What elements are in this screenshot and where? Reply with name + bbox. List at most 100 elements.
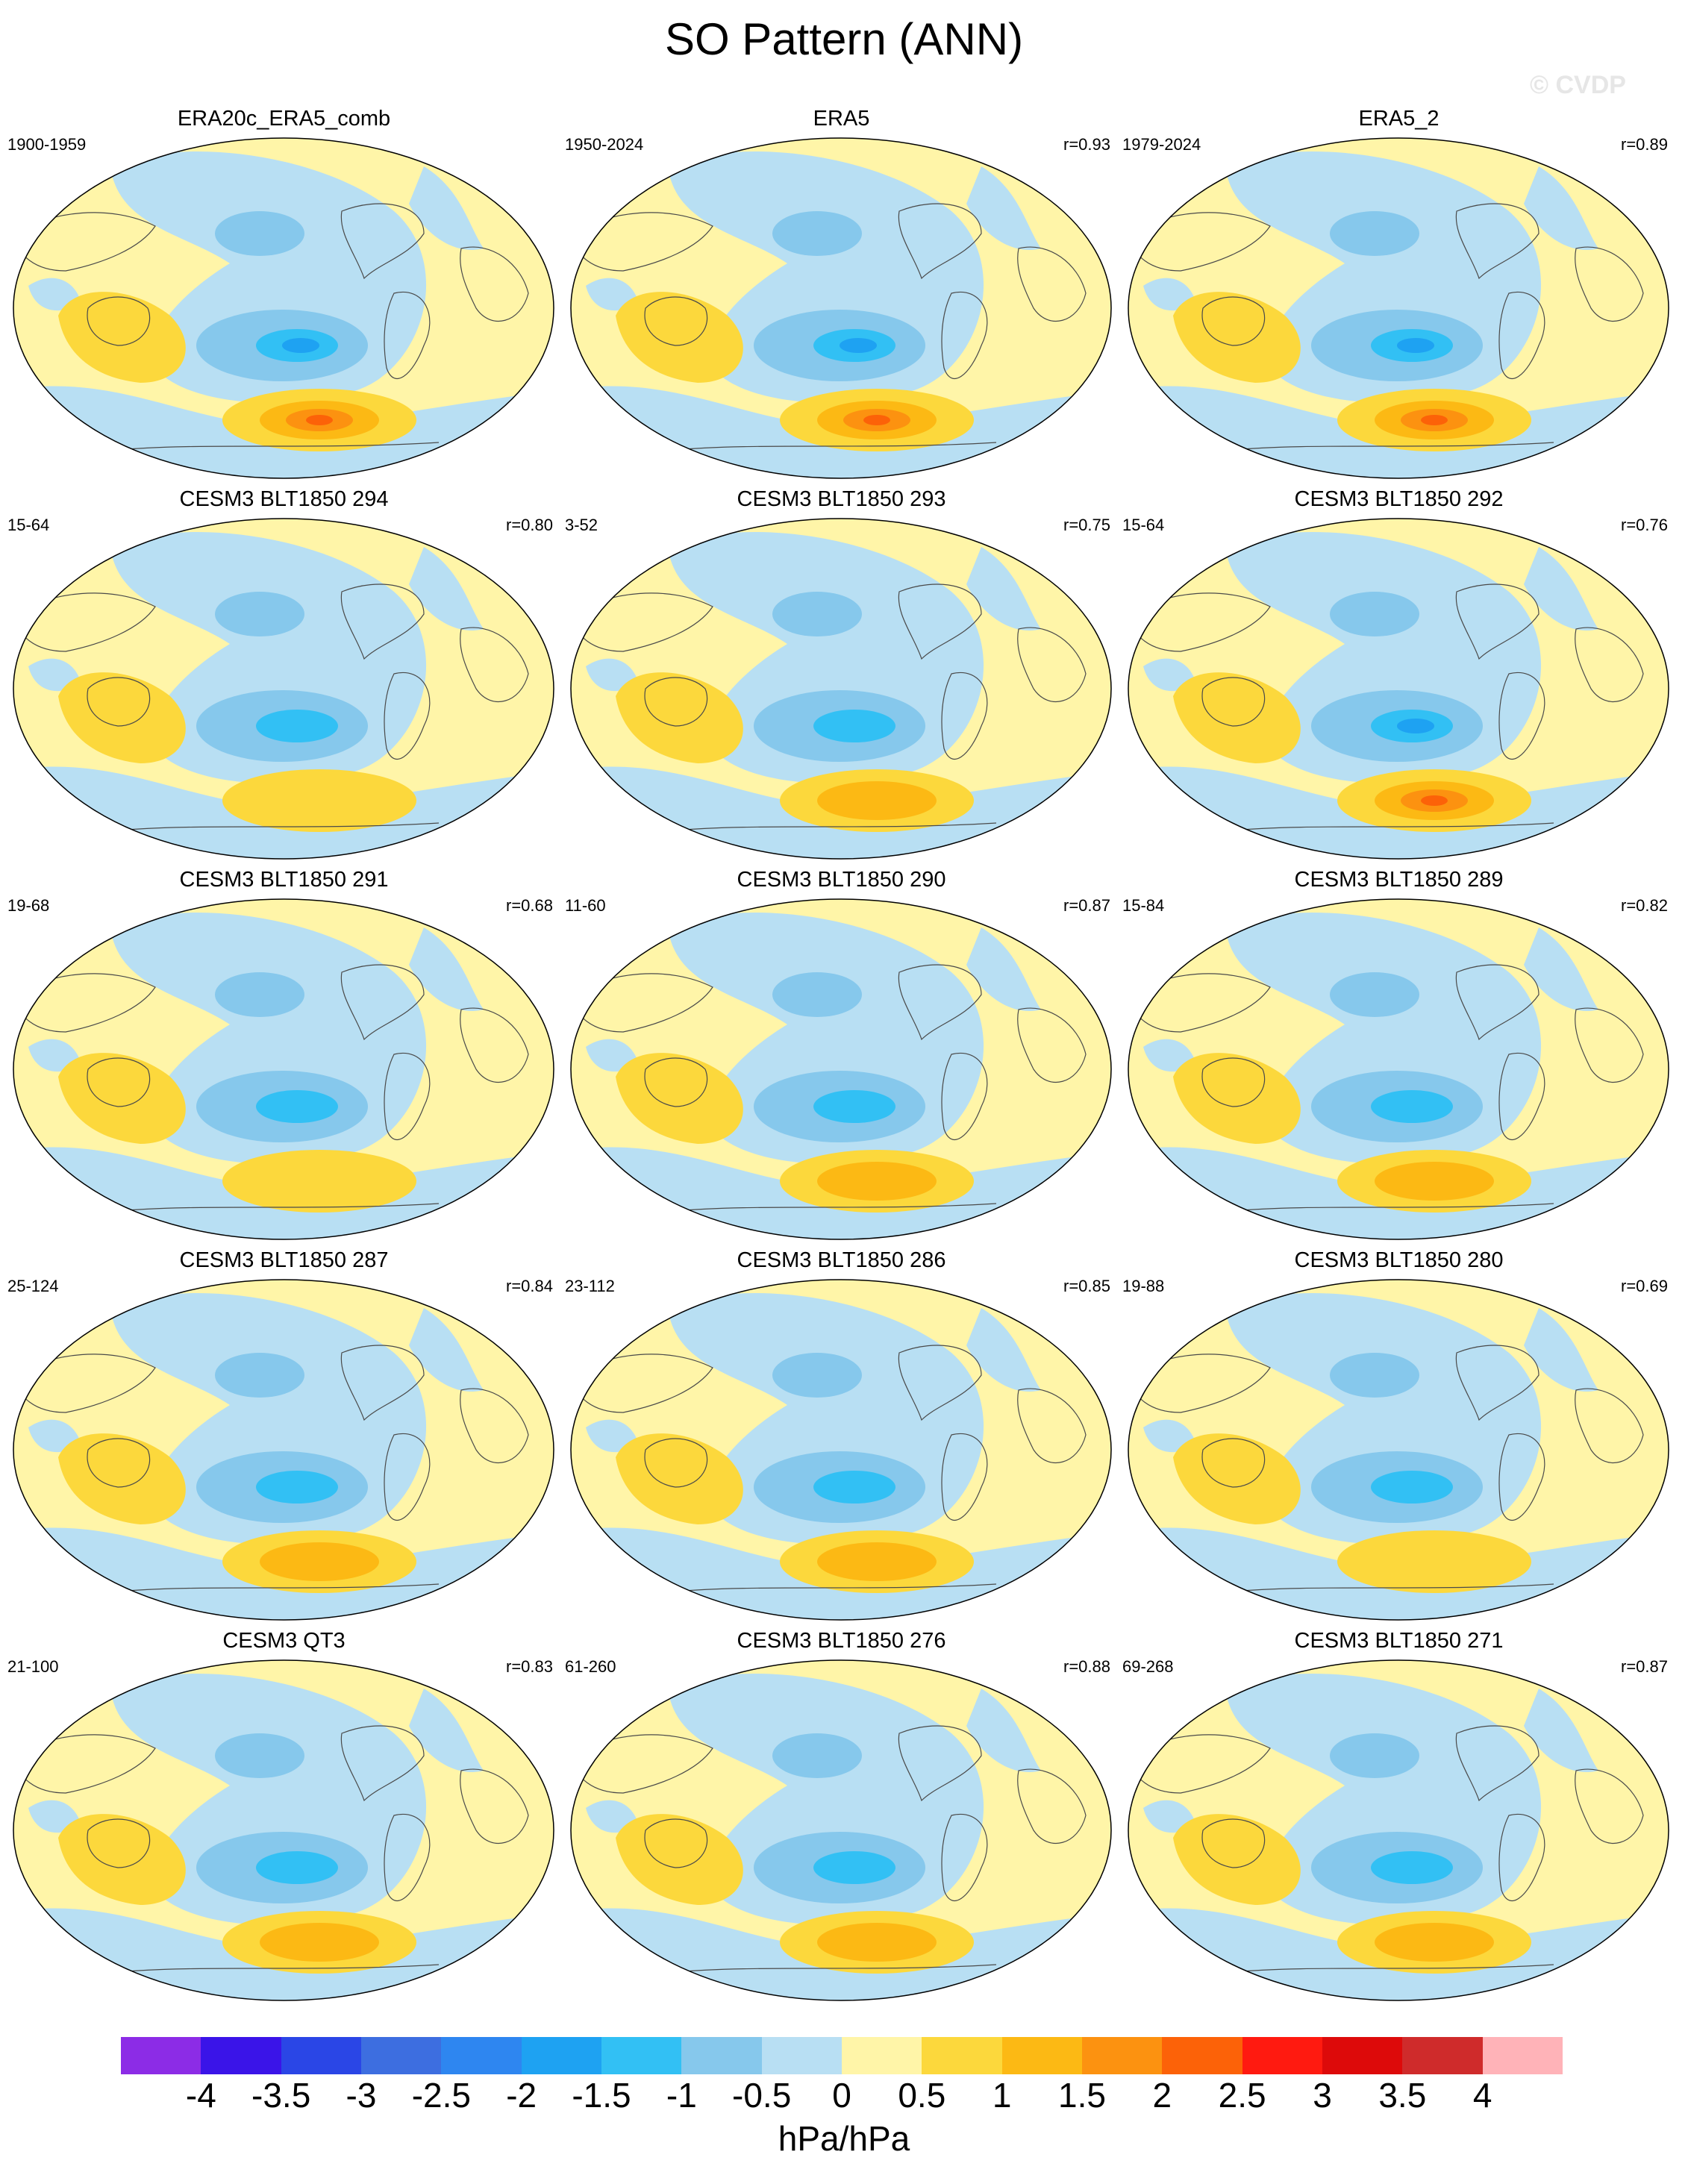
pattern-correlation: r=0.76	[1621, 516, 1668, 534]
colorbar-swatch	[121, 2037, 201, 2074]
colorbar-swatch	[1082, 2037, 1163, 2074]
panel-period: 15-84	[1122, 896, 1165, 915]
panel-title: CESM3 BLT1850 286	[737, 1248, 946, 1272]
panel-title: CESM3 BLT1850 276	[737, 1629, 946, 1653]
map-panel: CESM3 BLT1850 292 15-64 r=0.76	[1121, 487, 1677, 860]
panel-period: 11-60	[565, 896, 606, 915]
colorbar-tick-label: -0.5	[732, 2076, 792, 2115]
panel-period: 1979-2024	[1122, 135, 1201, 154]
colorbar-tick-label: 1.5	[1058, 2076, 1106, 2115]
panel-period: 25-124	[7, 1277, 59, 1295]
map-panel: ERA20c_ERA5_comb 1900-1959	[6, 107, 562, 480]
slp-regression-map	[570, 137, 1112, 479]
slp-regression-map	[13, 1659, 554, 2001]
panel-period: 3-52	[565, 516, 598, 534]
colorbar-swatch	[1482, 2037, 1563, 2074]
colorbar-swatch	[521, 2037, 602, 2074]
figure-title: SO Pattern (ANN)	[664, 14, 1024, 64]
panel-title: CESM3 BLT1850 290	[737, 868, 946, 892]
panel-period: 15-64	[1122, 516, 1165, 534]
panel-title: CESM3 BLT1850 291	[179, 868, 389, 892]
colorbar-tick-label: -4	[185, 2076, 216, 2115]
slp-regression-map	[570, 518, 1112, 860]
colorbar-swatch	[281, 2037, 362, 2074]
panel-title: ERA5	[813, 107, 870, 131]
panel-title: CESM3 BLT1850 271	[1294, 1629, 1504, 1653]
map-panel: CESM3 BLT1850 289 15-84 r=0.82	[1121, 868, 1677, 1241]
pattern-correlation: r=0.85	[1063, 1277, 1110, 1295]
slp-regression-map	[13, 898, 554, 1240]
colorbar-units: hPa/hPa	[778, 2119, 910, 2158]
colorbar-swatch	[761, 2037, 843, 2074]
colorbar-tick-label: 0	[832, 2076, 851, 2115]
colorbar-tick-label: -1	[666, 2076, 697, 2115]
pattern-correlation: r=0.89	[1621, 135, 1668, 154]
colorbar-tick-label: 4	[1472, 2076, 1492, 2115]
slp-regression-map	[13, 1279, 554, 1621]
panel-title: CESM3 QT3	[222, 1629, 346, 1653]
colorbar-tick-label: -3	[346, 2076, 377, 2115]
slp-regression-map	[570, 1659, 1112, 2001]
colorbar-swatch	[1322, 2037, 1403, 2074]
colorbar-swatch	[842, 2037, 922, 2074]
map-panel: ERA5_2 1979-2024 r=0.89	[1121, 107, 1677, 480]
panel-title: ERA5_2	[1358, 107, 1440, 131]
panel-period: 1950-2024	[565, 135, 644, 154]
panel-title: CESM3 BLT1850 280	[1294, 1248, 1504, 1272]
panel-period: 15-64	[7, 516, 50, 534]
colorbar-tick-label: 3.5	[1378, 2076, 1427, 2115]
slp-regression-map	[570, 1279, 1112, 1621]
slp-regression-map	[1128, 898, 1669, 1240]
map-panel: CESM3 BLT1850 276 61-260 r=0.88	[563, 1629, 1119, 2002]
colorbar-swatch	[441, 2037, 522, 2074]
panel-period: 19-88	[1122, 1277, 1165, 1295]
slp-regression-map	[1128, 1659, 1669, 2001]
pattern-correlation: r=0.69	[1621, 1277, 1668, 1295]
watermark: © CVDP	[1530, 71, 1626, 99]
colorbar-swatch	[1001, 2037, 1083, 2074]
colorbar-tick-label: 2	[1152, 2076, 1172, 2115]
colorbar-swatch	[1242, 2037, 1323, 2074]
panel-title: CESM3 BLT1850 294	[179, 487, 389, 511]
map-panel: CESM3 BLT1850 280 19-88 r=0.69	[1121, 1248, 1677, 1621]
panel-period: 69-268	[1122, 1657, 1174, 1676]
panel-title: CESM3 BLT1850 289	[1294, 868, 1504, 892]
map-panel: CESM3 BLT1850 286 23-112 r=0.85	[563, 1248, 1119, 1621]
pattern-correlation: r=0.84	[506, 1277, 553, 1295]
pattern-correlation: r=0.87	[1063, 896, 1110, 915]
colorbar-tick-label: -1.5	[572, 2076, 631, 2115]
pattern-correlation: r=0.75	[1063, 516, 1110, 534]
colorbar-swatch	[1402, 2037, 1484, 2074]
map-panel: CESM3 BLT1850 293 3-52 r=0.75	[563, 487, 1119, 860]
colorbar-tick-label: -3.5	[251, 2076, 311, 2115]
slp-regression-map	[1128, 137, 1669, 479]
colorbar-swatch	[922, 2037, 1003, 2074]
panel-period: 19-68	[7, 896, 50, 915]
slp-regression-map	[1128, 518, 1669, 860]
colorbar-swatch	[361, 2037, 442, 2074]
pattern-correlation: r=0.83	[506, 1657, 553, 1676]
slp-regression-map	[13, 518, 554, 860]
map-panel: CESM3 BLT1850 287 25-124 r=0.84	[6, 1248, 562, 1621]
colorbar-tick-label: -2.5	[411, 2076, 471, 2115]
pattern-correlation: r=0.93	[1063, 135, 1110, 154]
pattern-correlation: r=0.68	[506, 896, 553, 915]
slp-regression-map	[570, 898, 1112, 1240]
colorbar-swatch	[601, 2037, 682, 2074]
pattern-correlation: r=0.80	[506, 516, 553, 534]
colorbar-tick-label: -2	[506, 2076, 537, 2115]
panel-title: ERA20c_ERA5_comb	[177, 107, 391, 131]
map-panel: CESM3 QT3 21-100 r=0.83	[6, 1629, 562, 2002]
map-panel: CESM3 BLT1850 271 69-268 r=0.87	[1121, 1629, 1677, 2002]
map-panel: CESM3 BLT1850 290 11-60 r=0.87	[563, 868, 1119, 1241]
colorbar-swatch	[1162, 2037, 1243, 2074]
panel-period: 23-112	[565, 1277, 615, 1295]
pattern-correlation: r=0.82	[1621, 896, 1668, 915]
map-panel: CESM3 BLT1850 294 15-64 r=0.80	[6, 487, 562, 860]
panel-period: 21-100	[7, 1657, 59, 1676]
colorbar-tick-label: 1	[992, 2076, 1012, 2115]
map-panel: ERA5 1950-2024 r=0.93	[563, 107, 1119, 480]
pattern-correlation: r=0.88	[1063, 1657, 1110, 1676]
colorbar-tick-label: 3	[1313, 2076, 1332, 2115]
panel-title: CESM3 BLT1850 293	[737, 487, 946, 511]
